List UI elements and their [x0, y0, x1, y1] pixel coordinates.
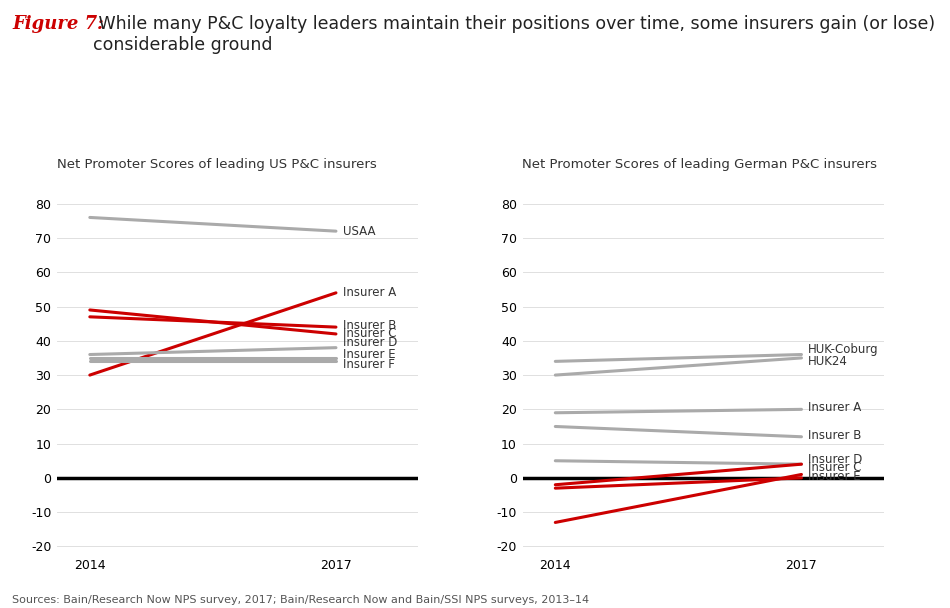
Text: HUK24: HUK24	[808, 355, 848, 368]
Text: Insurer C: Insurer C	[808, 461, 862, 474]
Text: Insurer C: Insurer C	[343, 328, 396, 340]
Text: USAA: USAA	[343, 224, 375, 238]
Text: Net Promoter Scores of leading German P&C insurers: Net Promoter Scores of leading German P&…	[522, 158, 878, 171]
Text: Insurer E: Insurer E	[343, 348, 395, 361]
Text: While many P&C loyalty leaders maintain their positions over time, some insurers: While many P&C loyalty leaders maintain …	[93, 15, 935, 54]
Text: Insurer B: Insurer B	[808, 429, 862, 441]
Text: HUK-Coburg: HUK-Coburg	[808, 343, 879, 356]
Text: Insurer F: Insurer F	[343, 358, 394, 371]
Text: Sources: Bain/Research Now NPS survey, 2017; Bain/Research Now and Bain/SSI NPS : Sources: Bain/Research Now NPS survey, 2…	[12, 595, 589, 605]
Text: Insurer D: Insurer D	[808, 452, 863, 466]
Text: Net Promoter Scores of leading US P&C insurers: Net Promoter Scores of leading US P&C in…	[57, 158, 377, 171]
Text: Insurer A: Insurer A	[343, 286, 396, 299]
Text: Insurer B: Insurer B	[343, 319, 396, 332]
Text: Insurer E: Insurer E	[808, 469, 861, 483]
Text: Figure 7:: Figure 7:	[12, 15, 104, 33]
Text: Insurer D: Insurer D	[343, 336, 397, 349]
Text: Insurer A: Insurer A	[808, 401, 862, 414]
